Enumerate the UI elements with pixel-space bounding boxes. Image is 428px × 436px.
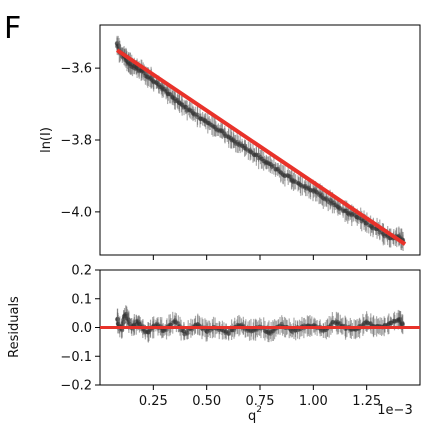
data-point (195, 112, 200, 117)
x-offset-text: 1e−3 (377, 403, 412, 418)
top-y-axis-label: ln(I) (39, 127, 54, 153)
panel-label: F (4, 11, 21, 46)
y-tick-label: −3.8 (60, 134, 92, 149)
top-panel: −3.6 −3.8 −4.0 ln(I) (39, 24, 421, 260)
x-tick-label: 0.75 (246, 394, 275, 409)
x-tick-label: 0.50 (192, 394, 221, 409)
x-tick-label: 0.25 (139, 394, 168, 409)
bottom-panel: 0.2 0.1 0.0 −0.1 −0.2 0.25 0.50 0.75 1.00 1.25 R… (7, 264, 421, 424)
x-tick-label: 1.25 (352, 394, 381, 409)
y-tick-label: −4.0 (60, 205, 92, 220)
top-x-ticks (152, 255, 368, 260)
bottom-x-axis-label: q2 (248, 405, 262, 424)
fit-line (115, 48, 407, 246)
y-tick-label: −0.2 (60, 379, 92, 394)
bottom-y-axis-label: Residuals (7, 296, 22, 358)
x-tick-label: 1.00 (299, 394, 328, 409)
top-y-ticks: −3.6 −3.8 −4.0 (60, 62, 100, 220)
y-tick-label: −3.6 (60, 62, 92, 77)
bottom-x-ticks: 0.25 0.50 0.75 1.00 1.25 (139, 385, 381, 409)
y-tick-label: −0.1 (60, 350, 92, 365)
data-point (226, 331, 231, 337)
y-tick-label: 0.1 (71, 292, 92, 307)
data-point (400, 322, 406, 327)
bottom-y-ticks: 0.2 0.1 0.0 −0.1 −0.2 (60, 264, 100, 394)
top-fit-line (115, 48, 407, 246)
y-tick-label: 0.0 (71, 321, 92, 336)
y-tick-label: 0.2 (71, 264, 92, 279)
